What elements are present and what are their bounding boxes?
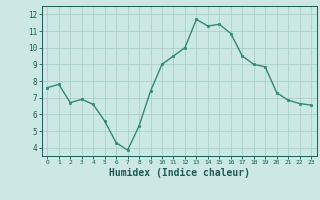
X-axis label: Humidex (Indice chaleur): Humidex (Indice chaleur): [109, 168, 250, 178]
